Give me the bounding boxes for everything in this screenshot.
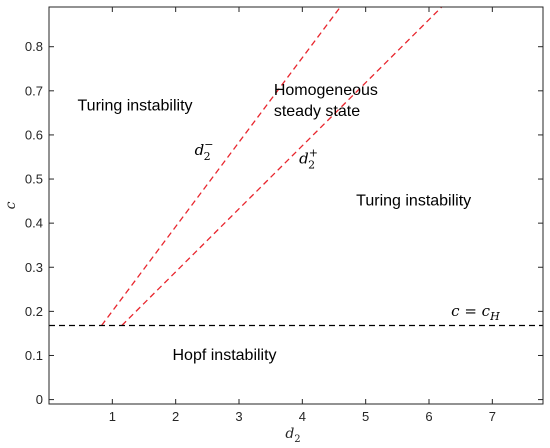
- curve-label-sub: 2: [204, 150, 211, 163]
- y-tick-label: 0.8: [25, 39, 43, 54]
- series-line-d2-plus: [121, 7, 443, 326]
- x-tick-label: 1: [109, 409, 116, 424]
- curve-label-d2-minus: d− 2: [195, 138, 214, 163]
- curve-label-base: d: [195, 141, 205, 159]
- y-tick-label: 0: [36, 392, 43, 407]
- plot-frame: [48, 6, 544, 405]
- curve-label-sup: −: [204, 138, 213, 151]
- x-tick-label: 4: [299, 409, 306, 424]
- x-tick-label: 6: [425, 409, 432, 424]
- curve-label-sup: +: [309, 147, 318, 160]
- y-tick-label: 0.7: [25, 83, 43, 98]
- y-tick-label: 0.3: [25, 260, 43, 275]
- x-axis-label: d2: [285, 426, 300, 445]
- x-axis-label-sub: 2: [294, 434, 300, 445]
- x-tick-label: 7: [489, 409, 496, 424]
- x-tick-label: 3: [235, 409, 242, 424]
- y-tick-label: 0.1: [25, 348, 43, 363]
- annotation-line: Homogeneous: [274, 82, 378, 99]
- x-tick-label: 2: [172, 409, 179, 424]
- x-axis-label-base: d: [285, 426, 294, 442]
- axis-label-layer: d2c: [3, 201, 301, 445]
- curve-label-d2-plus: d+ 2: [299, 147, 318, 172]
- annotation-line: Turing instability: [78, 98, 193, 115]
- curve-label-sub: H: [489, 310, 500, 323]
- ticks-layer: 1 2 3 4 5 6 7 0 0.1 0.2 0.3 0.4 0.5 0.6 0.7 0.8: [25, 7, 543, 424]
- annotation-turing-right: Turing instability: [356, 193, 471, 210]
- annotation-turing-left: Turing instability: [78, 98, 193, 115]
- annotation-line: Hopf instability: [173, 347, 277, 364]
- x-tick-label: 5: [362, 409, 369, 424]
- curve-label-sub: 2: [308, 159, 315, 172]
- curve-label-c-eq-cH: c = cH: [451, 302, 500, 323]
- annotation-layer: Turing instability Homogeneous steady stat…: [78, 82, 501, 364]
- y-axis-label: c: [3, 201, 19, 209]
- y-tick-label: 0.6: [25, 127, 43, 142]
- annotation-line: Turing instability: [356, 193, 471, 210]
- annotation-line: steady state: [274, 103, 360, 120]
- annotation-homogeneous: Homogeneous steady state: [274, 82, 378, 120]
- series-layer: [49, 7, 543, 327]
- y-tick-label: 0.2: [25, 304, 43, 319]
- y-tick-label: 0.4: [25, 216, 43, 231]
- curve-label-text: c = c: [451, 302, 491, 320]
- y-tick-label: 0.5: [25, 172, 43, 187]
- series-line-d2-minus: [101, 7, 341, 326]
- annotation-hopf: Hopf instability: [173, 347, 277, 364]
- curve-label-base: d: [299, 150, 309, 168]
